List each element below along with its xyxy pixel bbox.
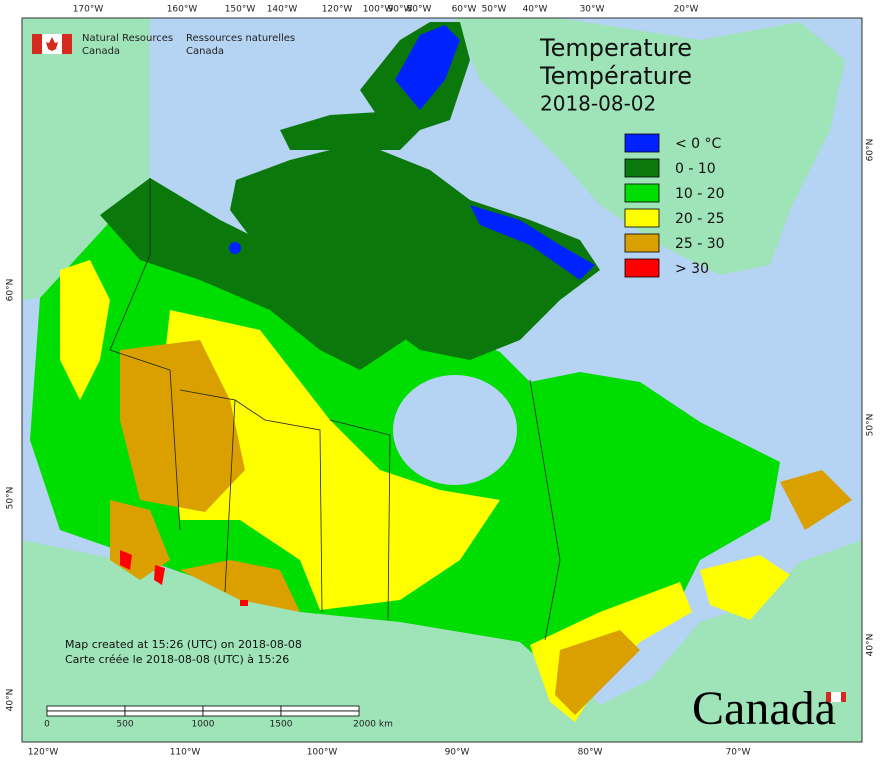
longitude-label: 90°W [445,748,470,758]
legend-label: < 0 °C [675,136,722,152]
maple-leaf [46,37,58,51]
legend-swatch [624,133,660,153]
longitude-label: 120°W [322,5,353,15]
hudson-bay [393,375,517,485]
prairies-warm [160,310,500,610]
longitude-label: 150°W [225,5,256,15]
scale-segment [124,710,204,717]
map-frame [21,17,863,743]
legend-swatch [624,158,660,178]
latitude-label: 60°N [866,139,876,162]
borders [109,178,561,641]
bc-hottest [120,550,132,570]
legend-label: 10 - 20 [675,186,725,202]
flag-bar [826,692,831,702]
legend-label: 20 - 25 [675,211,725,227]
latitude-label: 50°N [866,414,876,437]
longitude-label: 80°W [578,748,603,758]
border [234,399,323,613]
scale-segment [46,705,126,712]
agency-signature [32,34,72,54]
longitude-label: 20°W [674,5,699,15]
flag-bar [32,34,42,54]
alaska [22,18,150,300]
maritimes-warm [700,555,790,620]
longitude-label: 140°W [267,5,298,15]
longitude-label: 60°W [452,5,477,15]
scale-segment [280,705,360,712]
legend-swatch [624,258,660,278]
longitude-label: 160°W [167,5,198,15]
scale-label: 500 [116,720,133,730]
latitude-label: 60°N [6,279,16,302]
latitude-label: 40°N [866,634,876,657]
baffin-ice [470,205,595,280]
map-title: Temperature [539,34,692,62]
longitude-label: 70°W [726,748,751,758]
ice-cap [395,25,460,110]
scale-label: 0 [44,720,50,730]
longitude-label: 170°W [73,5,104,15]
latitude-label: 40°N [6,689,16,712]
scale-segment [124,705,204,712]
map-title: Température [539,62,692,90]
agency-name-en: Canada [82,46,120,57]
yukon-warm [60,260,110,400]
longitude-label: 100°W [363,5,394,15]
border [329,419,391,621]
agency-name-en: Natural Resources [82,33,173,44]
longitude-label: 40°W [523,5,548,15]
map [22,18,862,742]
wordmark: Canada [692,682,846,735]
longitude-label: 80°W [407,5,432,15]
map-title: 2018-08-02 [540,92,656,116]
border [109,178,181,531]
ontario-hot [555,630,640,715]
scale-segment [280,710,360,717]
agency-name-fr: Ressources naturelles [186,33,295,44]
sask-hottest [240,600,248,606]
scale-label: 2000 km [353,720,393,730]
border [529,379,561,641]
northern-band [100,178,420,370]
scale-segment [46,710,126,717]
alberta-hot [120,340,245,512]
legend-swatch [624,233,660,253]
legend-label: 25 - 30 [675,236,725,252]
arctic-islands-north [280,112,420,150]
longitude-label: 90°W [388,5,413,15]
scale-segment [202,705,282,712]
longitude-label: 50°W [482,5,507,15]
longitude-label: 30°W [580,5,605,15]
newfoundland-hot [780,470,852,530]
ice-patch [229,242,241,254]
canada-wordmark: Canada [692,682,836,735]
flag-bar [62,34,72,54]
labels: Natural Resources Canada Ressources nature… [6,5,876,758]
scale-segment [202,710,282,717]
bc-hottest [154,565,165,585]
legend-label: > 30 [675,261,709,277]
legend-swatch [624,183,660,203]
longitude-label: 100°W [307,748,338,758]
footer-note: Carte créée le 2018-08-08 (UTC) à 15:26 [65,653,289,666]
legend-label: 0 - 10 [675,161,716,177]
arctic-islands [230,150,600,360]
legend-swatch [624,208,660,228]
scale-label: 1000 [192,720,215,730]
south-hot [180,560,300,612]
agency-name-fr: Canada [186,46,224,57]
scale-label: 1500 [270,720,293,730]
flag-bar [841,692,846,702]
longitude-label: 120°W [28,748,59,758]
footer-note: Map created at 15:26 (UTC) on 2018-08-08 [65,638,302,651]
latitude-label: 50°N [6,487,16,510]
flag-field [831,692,841,702]
longitude-label: 110°W [170,748,201,758]
